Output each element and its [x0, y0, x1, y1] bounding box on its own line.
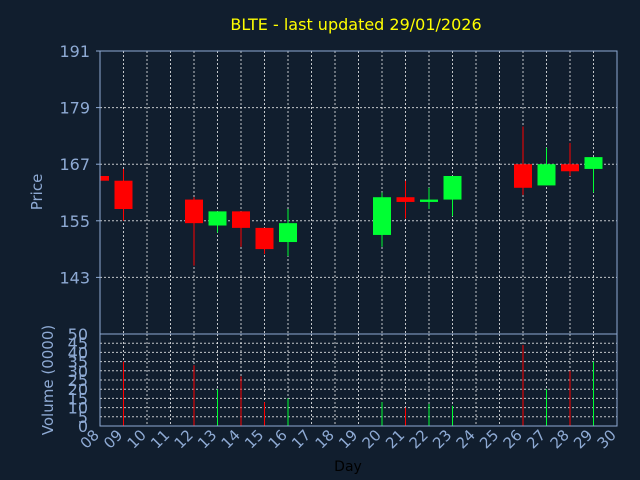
candle-body: [514, 164, 532, 188]
candle-body: [255, 227, 274, 250]
volume-tick-label: 50: [68, 325, 88, 344]
price-tick-label: 167: [59, 155, 90, 174]
candle-body: [537, 164, 556, 186]
candle-body: [279, 223, 297, 243]
candle-body: [561, 164, 579, 172]
volume-tick-label: 0: [78, 417, 88, 436]
price-axis: 191 179 167 155 143: [59, 42, 100, 287]
candle-body: [443, 175, 462, 200]
volume-tick-label: 40: [68, 343, 88, 362]
chart-title: BLTE - last updated 29/01/2026: [230, 15, 481, 34]
volume-tick-label: 35: [68, 353, 88, 372]
candle-body: [185, 199, 203, 224]
price-tick-label: 143: [59, 268, 90, 287]
volume-tick-label: 10: [68, 399, 88, 418]
candle-body: [114, 180, 133, 210]
volume-tick-label: 20: [68, 380, 88, 399]
candle-body: [373, 197, 391, 235]
x-axis: 0809101112131415161718192021222324252627…: [77, 426, 620, 452]
price-axis-label: Price: [28, 174, 46, 211]
candle-body: [100, 175, 109, 181]
candles: [99, 126, 603, 266]
volume-axis-label: Volume (0000): [39, 325, 57, 435]
candle-body: [396, 197, 415, 202]
candle-body: [420, 199, 438, 202]
price-tick-label: 179: [59, 99, 90, 118]
price-tick-label: 191: [59, 42, 90, 61]
candle-body: [232, 211, 250, 228]
candle-body: [584, 157, 603, 169]
volume-tick-label: 30: [68, 362, 88, 381]
price-tick-label: 155: [59, 212, 90, 231]
volume-bars: [123, 345, 594, 426]
volume-plot-frame: [99, 333, 618, 427]
volume-tick-label: 5: [78, 408, 88, 427]
volume-tick-label: 15: [68, 389, 88, 408]
volume-tick-label: 45: [68, 334, 88, 353]
volume-tick-label: 25: [68, 371, 88, 390]
x-axis-label: Day: [334, 459, 362, 475]
candle-body: [208, 211, 227, 226]
